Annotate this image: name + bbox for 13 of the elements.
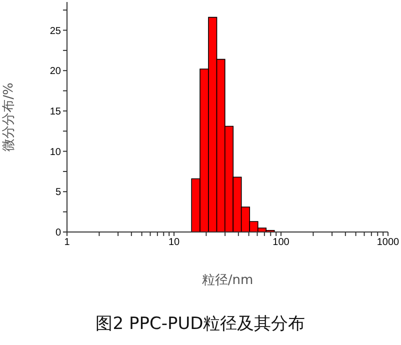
x-tick-label: 1 [64, 237, 70, 248]
y-tick-label: 20 [50, 66, 62, 78]
x-tick-label: 10 [168, 237, 180, 248]
x-axis-title: 粒径/nm [202, 273, 254, 288]
y-axis-title: 微分分布/% [2, 82, 17, 152]
y-tick-label: 10 [50, 146, 62, 158]
x-tick-label: 1000 [376, 237, 400, 248]
y-tick-label: 25 [50, 26, 62, 37]
y-tick-label: 0 [55, 228, 62, 239]
text: 图2 PPC-PUD粒径及其分布 [94, 313, 306, 335]
x-tick-label: 100 [272, 237, 290, 248]
y-tick-label: 5 [55, 187, 62, 198]
y-tick-label: 15 [50, 106, 62, 118]
